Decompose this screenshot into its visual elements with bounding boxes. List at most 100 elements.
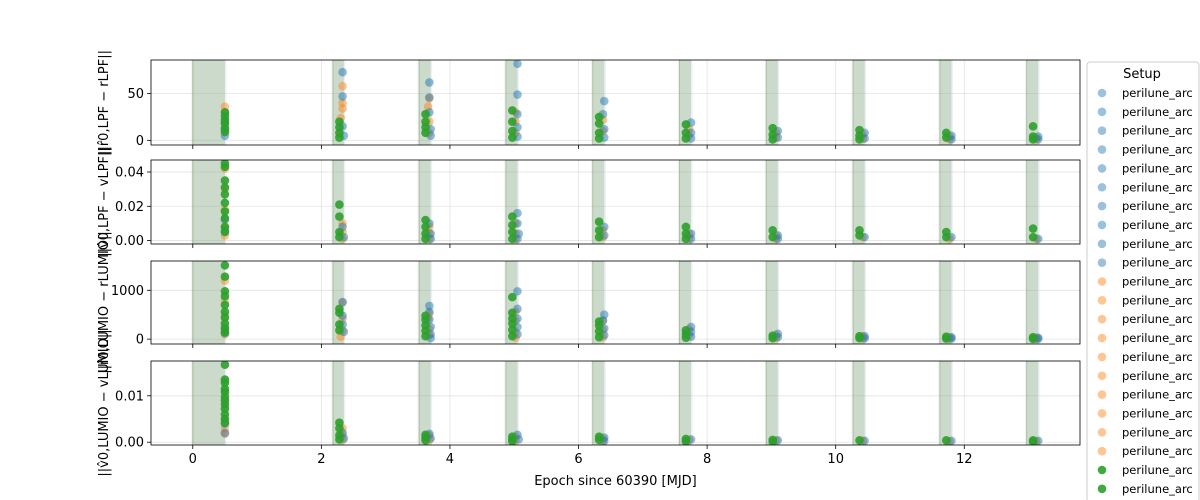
legend-entry-label: perilune_arc	[1122, 444, 1193, 458]
y-tick-label: 0.01	[115, 389, 144, 404]
data-point-green	[768, 225, 777, 235]
data-point-green	[220, 361, 230, 370]
panel-frame	[150, 260, 1081, 345]
x-tick-label: 2	[317, 452, 325, 467]
y-tick-label: 0.04	[115, 166, 144, 181]
arc-window-band	[332, 361, 344, 445]
data-point-green	[508, 331, 517, 341]
arc-window-band	[192, 261, 225, 344]
legend-entry-label: perilune_arc	[1122, 180, 1193, 194]
y-axis-label: ||r̂0,LUMIO − rLUMIO||	[97, 231, 112, 374]
data-point-green	[855, 135, 864, 144]
y-tick-label: 0.00	[115, 436, 144, 451]
arc-window-halo	[851, 361, 867, 445]
data-point-green	[335, 200, 344, 209]
data-point-green	[335, 133, 344, 142]
legend-entry-label: perilune_arc	[1122, 161, 1193, 175]
legend-marker-orange	[1097, 371, 1107, 381]
arc-window-band	[679, 261, 692, 344]
data-point-green	[335, 423, 344, 433]
arc-window-band	[679, 60, 692, 145]
data-point-green	[941, 436, 951, 445]
data-point-green	[220, 291, 230, 301]
data-point-blue	[513, 286, 522, 296]
y-tick-label: 0	[136, 134, 144, 149]
arc-window-band	[592, 160, 605, 244]
y-axis-label: ||v̂0,LPF − vLPF||	[97, 147, 112, 257]
data-point-green	[594, 232, 604, 242]
arc-window-halo	[764, 261, 780, 344]
data-point-green	[1028, 135, 1038, 144]
data-point-green	[508, 220, 517, 230]
data-point-green	[681, 120, 691, 129]
data-point-blue	[338, 297, 347, 307]
data-point-green	[855, 436, 864, 445]
data-point-green	[681, 222, 691, 232]
y-tick-label: 0	[136, 333, 144, 348]
data-point-green	[594, 225, 604, 235]
data-point-green	[508, 106, 517, 115]
legend-entry-label: perilune_arc	[1122, 406, 1193, 420]
data-point-orange	[338, 104, 347, 113]
arc-window-halo	[851, 261, 867, 344]
arc-window-band	[1026, 160, 1039, 244]
data-point-green	[220, 176, 230, 185]
panel-plot-area	[151, 361, 1080, 445]
legend-marker-blue	[1097, 258, 1107, 267]
arc-window-band	[419, 361, 431, 445]
data-point-green	[681, 234, 691, 244]
legend-marker-blue	[1097, 145, 1107, 154]
data-point-green	[508, 234, 517, 244]
arc-window-halo	[191, 160, 227, 244]
panel-4: 0.00 0.01||v̂0,LUMIO − vLUMIO||	[97, 329, 1081, 477]
arc-window-halo	[1025, 261, 1040, 344]
arc-window-band	[419, 160, 431, 244]
data-point-green	[1028, 224, 1038, 233]
data-point-green	[941, 334, 951, 343]
panel-plot-area	[151, 60, 1080, 145]
panel-frame	[150, 59, 1081, 146]
legend-entry-label: perilune_arc	[1122, 86, 1193, 100]
y-tick-label: 0.02	[115, 200, 144, 215]
y-axis-label: ||r̂0,LPF − rLPF||	[97, 50, 112, 155]
arc-window-band	[1026, 60, 1039, 145]
data-point-blue	[425, 78, 434, 87]
data-point-green	[335, 308, 344, 318]
data-point-green	[681, 134, 691, 143]
y-tick-label: 1000	[111, 284, 144, 299]
panel-2: 0.00 0.02 0.04||v̂0,LPF − vLPF||	[97, 147, 1081, 257]
arc-window-band	[853, 160, 865, 244]
legend-entry-label: perilune_arc	[1122, 124, 1193, 138]
panel-plot-area	[151, 261, 1080, 344]
data-point-green	[941, 133, 951, 142]
data-point-green	[855, 333, 864, 343]
legend-marker-orange	[1097, 390, 1107, 399]
arc-window-halo	[591, 361, 606, 445]
arc-window-band	[505, 361, 518, 445]
x-tick-label: 10	[827, 452, 844, 467]
legend-marker-orange	[1097, 277, 1107, 286]
legend-entry-label: perilune_arc	[1122, 350, 1193, 364]
data-point-green	[768, 232, 777, 242]
legend-entry-label: perilune_arc	[1122, 312, 1193, 326]
data-point-green	[1028, 334, 1038, 344]
legend-marker-blue	[1097, 164, 1107, 173]
arc-window-band	[679, 361, 692, 445]
data-point-green	[681, 333, 691, 342]
x-tick-label: 8	[703, 452, 711, 467]
data-point-green	[508, 325, 517, 335]
data-point-green	[681, 436, 691, 445]
data-point-green	[421, 128, 430, 138]
data-point-green	[220, 300, 230, 310]
arc-window-halo	[1025, 361, 1040, 445]
legend-marker-green	[1097, 484, 1107, 494]
data-point-green	[594, 435, 604, 445]
arc-window-band	[505, 261, 518, 344]
data-point-orange	[338, 81, 347, 91]
arc-window-halo	[1025, 60, 1040, 145]
panel-frame	[150, 159, 1081, 245]
arc-window-halo	[191, 60, 227, 145]
arc-window-band	[766, 60, 778, 145]
panel-3: 0 1000||r̂0,LUMIO − rLUMIO||	[97, 231, 1081, 374]
data-point-green	[768, 135, 777, 144]
